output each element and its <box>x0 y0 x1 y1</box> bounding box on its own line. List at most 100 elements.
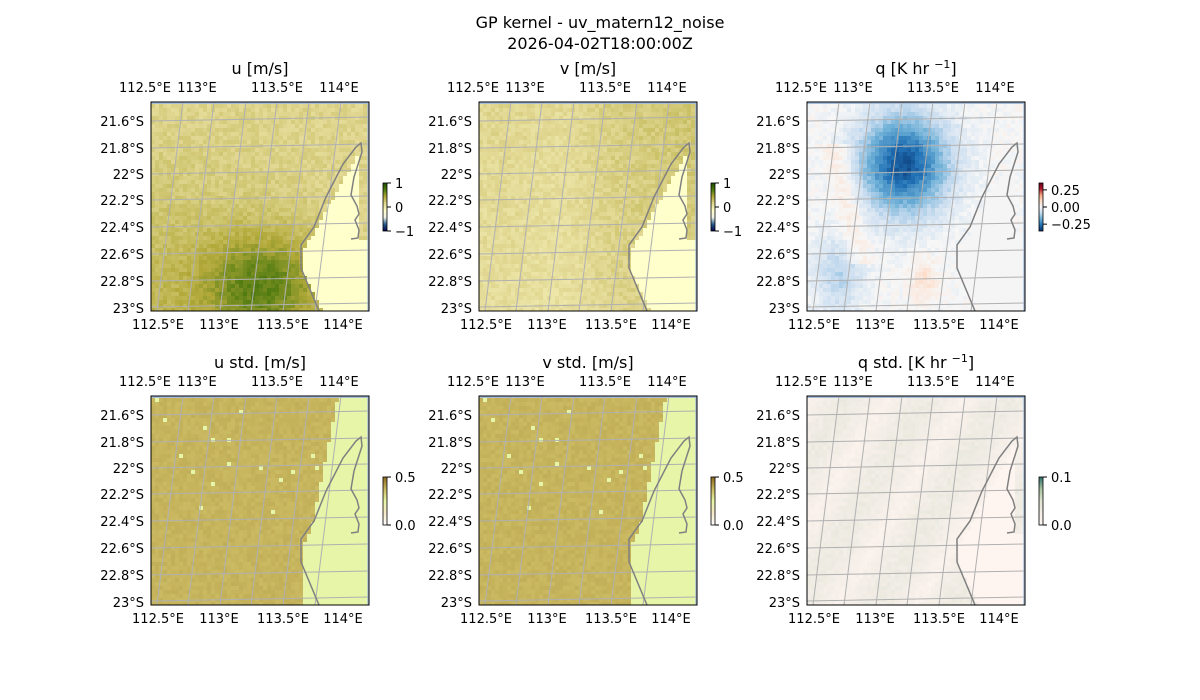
field-cell <box>183 180 188 185</box>
field-cell <box>363 200 368 205</box>
field-cell <box>275 108 280 113</box>
field-cell <box>243 244 248 249</box>
field-cell <box>687 120 692 125</box>
field-cell <box>351 120 356 125</box>
field-cell <box>647 240 652 245</box>
field-cell <box>647 236 652 241</box>
field-cell <box>539 212 544 217</box>
field-cell <box>339 176 344 181</box>
field-cell <box>271 124 276 129</box>
field-cell <box>343 172 348 177</box>
field-cell <box>175 132 180 137</box>
field-cell <box>179 220 184 225</box>
field-cell <box>659 200 664 205</box>
field-cell <box>239 256 244 261</box>
field-cell <box>215 144 220 149</box>
field-cell <box>619 172 624 177</box>
field-cell <box>631 244 636 249</box>
field-cell <box>311 124 316 129</box>
field-cell <box>255 132 260 137</box>
field-cell <box>683 240 688 245</box>
field-cell <box>667 112 672 117</box>
field-cell <box>315 224 320 229</box>
field-cell <box>231 208 236 213</box>
field-cell <box>279 136 284 141</box>
field-cell <box>351 284 356 289</box>
field-cell <box>295 288 300 293</box>
field-cell <box>295 260 300 265</box>
field-cell <box>599 240 604 245</box>
field-cell <box>191 200 196 205</box>
field-cell <box>199 300 204 305</box>
field-cell <box>263 140 268 145</box>
field-cell <box>635 156 640 161</box>
field-cell <box>511 196 516 201</box>
field-cell <box>287 200 292 205</box>
field-cell <box>259 220 264 225</box>
field-cell <box>483 204 488 209</box>
field-cell <box>291 196 296 201</box>
field-cell <box>251 272 256 277</box>
field-cell <box>659 224 664 229</box>
field-cell <box>639 168 644 173</box>
field-cell <box>239 300 244 305</box>
field-cell <box>183 308 188 311</box>
field-cell <box>211 132 216 137</box>
field-cell <box>555 248 560 253</box>
field-cell <box>363 132 368 137</box>
field-cell <box>207 180 212 185</box>
field-cell <box>215 168 220 173</box>
field-cell <box>523 108 528 113</box>
field-cell <box>199 260 204 265</box>
field-cell <box>639 232 644 237</box>
field-cell <box>551 248 556 253</box>
field-cell <box>291 192 296 197</box>
field-cell <box>319 192 324 197</box>
field-cell <box>527 136 532 141</box>
field-cell <box>655 200 660 205</box>
field-cell <box>611 136 616 141</box>
field-cell <box>647 160 652 165</box>
field-cell <box>575 172 580 177</box>
field-cell <box>151 200 156 205</box>
field-cell <box>231 292 236 297</box>
field-cell <box>347 268 352 273</box>
field-cell <box>355 108 360 113</box>
field-cell <box>359 212 364 217</box>
field-cell <box>491 124 496 129</box>
field-cell <box>563 148 568 153</box>
field-cell <box>519 220 524 225</box>
field-cell <box>547 104 552 109</box>
field-cell <box>587 168 592 173</box>
field-cell <box>343 272 348 277</box>
field-cell <box>259 304 264 309</box>
field-cell <box>211 296 216 301</box>
field-cell <box>291 236 296 241</box>
field-cell <box>631 176 636 181</box>
field-cell <box>531 232 536 237</box>
field-cell <box>359 272 364 277</box>
field-cell <box>511 188 516 193</box>
field-cell <box>287 204 292 209</box>
field-cell <box>187 104 192 109</box>
field-cell <box>607 108 612 113</box>
field-cell <box>315 280 320 285</box>
field-cell <box>191 300 196 305</box>
field-cell <box>347 308 352 311</box>
field-cell <box>527 112 532 117</box>
field-cell <box>547 188 552 193</box>
field-cell <box>151 304 156 309</box>
field-cell <box>251 304 256 309</box>
field-cell <box>323 120 328 125</box>
field-cell <box>179 244 184 249</box>
field-cell <box>291 140 296 145</box>
field-cell <box>347 280 352 285</box>
field-cell <box>151 104 156 109</box>
field-cell <box>183 164 188 169</box>
field-cell <box>187 240 192 245</box>
field-cell <box>243 212 248 217</box>
field-cell <box>323 184 328 189</box>
field-cell <box>687 108 692 113</box>
field-cell <box>315 232 320 237</box>
field-cell <box>595 140 600 145</box>
